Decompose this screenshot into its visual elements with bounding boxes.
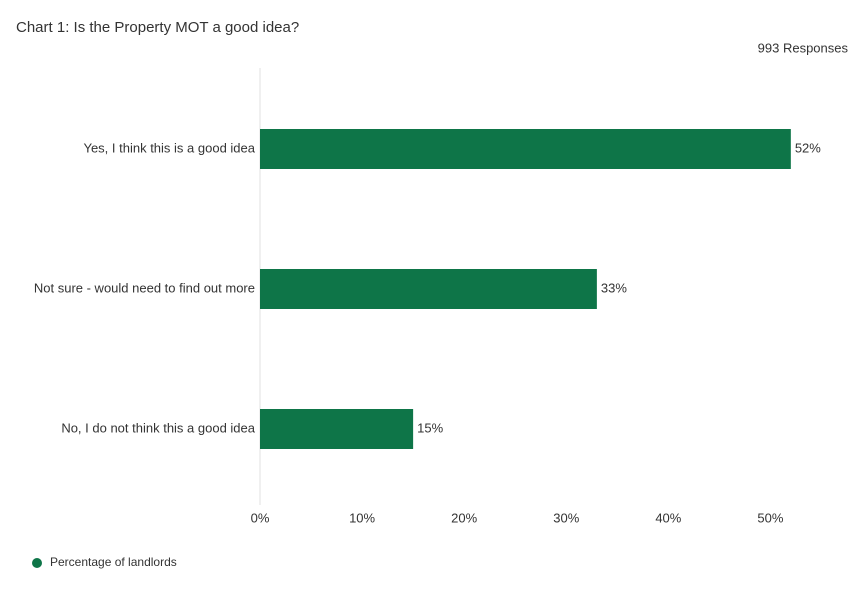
chart-subtitle: 993 Responses (758, 40, 849, 55)
bar (260, 129, 791, 169)
legend-marker (32, 558, 42, 568)
x-tick-label: 50% (757, 510, 783, 525)
bar (260, 409, 414, 449)
data-label: 52% (795, 140, 821, 155)
data-label: 15% (417, 420, 443, 435)
legend-label: Percentage of landlords (50, 555, 177, 569)
x-tick-label: 40% (655, 510, 681, 525)
x-tick-label: 10% (349, 510, 375, 525)
y-tick-label: No, I do not think this a good idea (61, 420, 255, 435)
x-tick-label: 20% (451, 510, 477, 525)
x-tick-label: 0% (251, 510, 270, 525)
x-tick-label: 30% (553, 510, 579, 525)
chart-title: Chart 1: Is the Property MOT a good idea… (16, 19, 299, 36)
y-tick-label: Yes, I think this is a good idea (83, 140, 255, 155)
data-label: 33% (601, 280, 627, 295)
y-tick-label: Not sure - would need to find out more (34, 280, 255, 295)
bar (260, 269, 597, 309)
